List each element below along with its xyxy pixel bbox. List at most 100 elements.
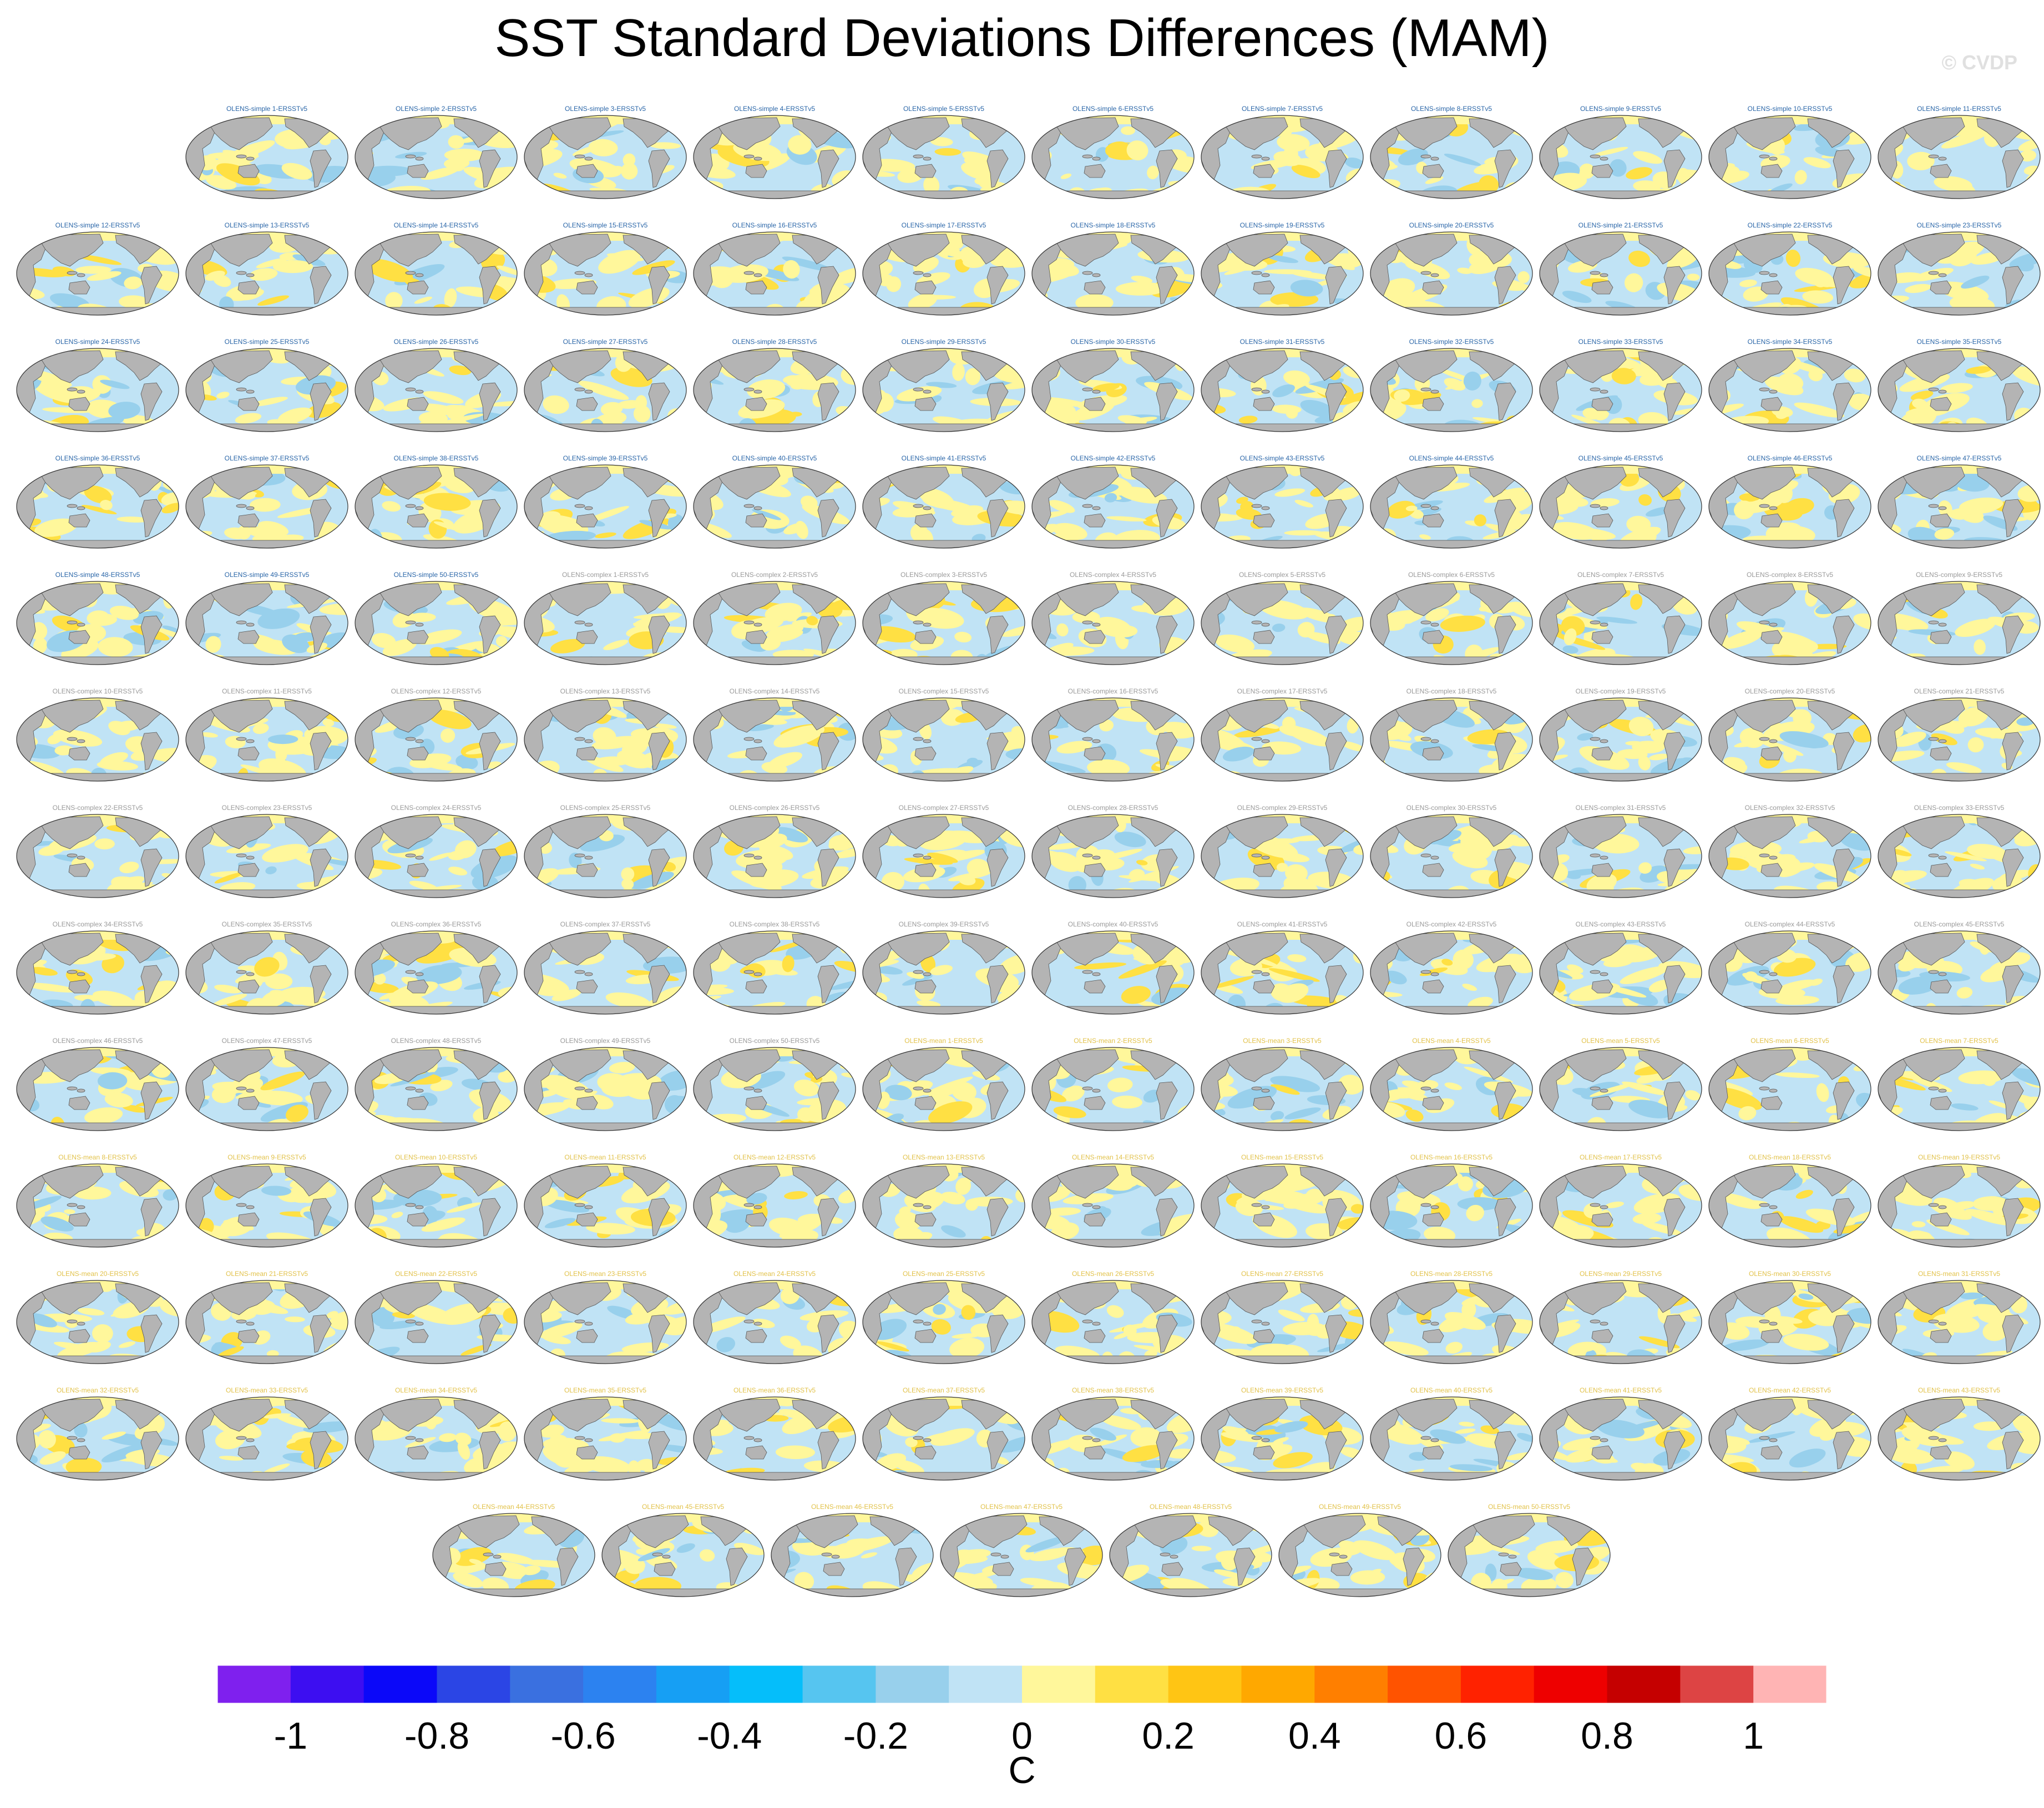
panel-title: OLENS-simple 5-ERSSTv5 [903, 105, 984, 113]
map-panel: OLENS-complex 24-ERSSTv5 [355, 804, 518, 898]
map-panel: OLENS-simple 5-ERSSTv5 [862, 105, 1025, 199]
map-panel: OLENS-simple 49-ERSSTv5 [185, 571, 348, 665]
map-panel: OLENS-complex 49-ERSSTv5 [524, 1037, 687, 1131]
map-panel: OLENS-mean 25-ERSSTv5 [862, 1270, 1025, 1364]
map-panel: OLENS-complex 10-ERSSTv5 [16, 687, 179, 782]
panel-title: OLENS-mean 1-ERSSTv5 [904, 1037, 983, 1045]
colorbar-box [1753, 1665, 1827, 1703]
map-panel: OLENS-mean 40-ERSSTv5 [1370, 1386, 1533, 1481]
map-panel: OLENS-complex 22-ERSSTv5 [16, 804, 179, 898]
panel-title: OLENS-simple 11-ERSSTv5 [1917, 105, 2001, 113]
map-panel: OLENS-complex 5-ERSSTv5 [1201, 571, 1364, 665]
map-panel: OLENS-complex 45-ERSSTv5 [1878, 920, 2041, 1015]
map-panel: OLENS-complex 40-ERSSTv5 [1031, 920, 1195, 1015]
panel-title: OLENS-complex 42-ERSSTv5 [1406, 920, 1497, 928]
map-panel: OLENS-mean 42-ERSSTv5 [1708, 1386, 1871, 1481]
panel-title: OLENS-simple 47-ERSSTv5 [1917, 454, 2002, 462]
map-panel: OLENS-simple 48-ERSSTv5 [16, 571, 179, 665]
panel-title: OLENS-mean 14-ERSSTv5 [1072, 1153, 1154, 1161]
chart-title: SST Standard Deviations Differences (MAM… [494, 8, 1550, 68]
map-panel: OLENS-simple 3-ERSSTv5 [524, 105, 687, 199]
map-panel: OLENS-mean 16-ERSSTv5 [1370, 1153, 1533, 1248]
panel-title: OLENS-complex 32-ERSSTv5 [1745, 804, 1835, 812]
map-panel: OLENS-mean 30-ERSSTv5 [1708, 1270, 1871, 1364]
panel-title: OLENS-mean 23-ERSSTv5 [564, 1270, 646, 1278]
panel-title: OLENS-simple 14-ERSSTv5 [394, 221, 479, 229]
panel-title: OLENS-complex 27-ERSSTv5 [899, 804, 989, 812]
panel-title: OLENS-simple 12-ERSSTv5 [55, 221, 140, 229]
map-panel: OLENS-simple 46-ERSSTv5 [1708, 454, 1871, 549]
map-panel: OLENS-mean 46-ERSSTv5 [771, 1503, 934, 1597]
map-panel: OLENS-simple 42-ERSSTv5 [1031, 454, 1195, 549]
map-panel: OLENS-simple 11-ERSSTv5 [1878, 105, 2041, 199]
panel-title: OLENS-simple 10-ERSSTv5 [1748, 105, 1833, 113]
map-panel: OLENS-simple 38-ERSSTv5 [355, 454, 518, 549]
panel-title: OLENS-simple 15-ERSSTv5 [563, 221, 648, 229]
panel-title: OLENS-mean 3-ERSSTv5 [1243, 1037, 1322, 1045]
panel-title: OLENS-complex 11-ERSSTv5 [222, 687, 312, 695]
map-panel: OLENS-complex 34-ERSSTv5 [16, 920, 179, 1015]
panel-title: OLENS-simple 46-ERSSTv5 [1748, 454, 1833, 462]
map-panel: OLENS-simple 50-ERSSTv5 [355, 571, 518, 665]
map-panel: OLENS-simple 24-ERSSTv5 [16, 338, 179, 432]
panel-title: OLENS-mean 24-ERSSTv5 [733, 1270, 816, 1278]
panel-title: OLENS-mean 36-ERSSTv5 [733, 1386, 816, 1394]
colorbar-box [510, 1665, 584, 1703]
map-panel: OLENS-simple 12-ERSSTv5 [16, 221, 179, 316]
colorbar-box [363, 1665, 437, 1703]
panel-title: OLENS-complex 21-ERSSTv5 [1914, 687, 2005, 695]
panel-title: OLENS-mean 8-ERSSTv5 [58, 1153, 137, 1161]
panel-title: OLENS-mean 33-ERSSTv5 [226, 1386, 308, 1394]
panel-title: OLENS-mean 46-ERSSTv5 [811, 1503, 893, 1511]
map-panel: OLENS-simple 27-ERSSTv5 [524, 338, 687, 432]
colorbar-box [1460, 1665, 1535, 1703]
panel-title: OLENS-mean 40-ERSSTv5 [1410, 1386, 1492, 1394]
map-panel: OLENS-mean 23-ERSSTv5 [524, 1270, 687, 1364]
colorbar-tick-label: -0.4 [697, 1715, 762, 1757]
map-panel: OLENS-complex 44-ERSSTv5 [1708, 920, 1871, 1015]
panel-title: OLENS-complex 25-ERSSTv5 [560, 804, 651, 812]
panel-title: OLENS-mean 15-ERSSTv5 [1241, 1153, 1323, 1161]
panel-title: OLENS-mean 20-ERSSTv5 [57, 1270, 139, 1278]
map-panel: OLENS-mean 36-ERSSTv5 [693, 1386, 856, 1481]
map-panel: OLENS-complex 8-ERSSTv5 [1708, 571, 1871, 665]
map-panel: OLENS-complex 26-ERSSTv5 [693, 804, 856, 898]
map-panel: OLENS-complex 3-ERSSTv5 [862, 571, 1025, 665]
colorbar-box [656, 1665, 730, 1703]
panel-title: OLENS-mean 13-ERSSTv5 [903, 1153, 985, 1161]
map-panel: OLENS-complex 19-ERSSTv5 [1539, 687, 1702, 782]
panel-title: OLENS-complex 41-ERSSTv5 [1237, 920, 1328, 928]
panel-title: OLENS-mean 26-ERSSTv5 [1072, 1270, 1154, 1278]
panel-title: OLENS-mean 48-ERSSTv5 [1150, 1503, 1232, 1511]
map-panel: OLENS-mean 48-ERSSTv5 [1109, 1503, 1272, 1597]
colorbar-box [1022, 1665, 1096, 1703]
panel-title: OLENS-mean 4-ERSSTv5 [1412, 1037, 1491, 1045]
panel-title: OLENS-simple 20-ERSSTv5 [1409, 221, 1494, 229]
map-panel: OLENS-mean 5-ERSSTv5 [1539, 1037, 1702, 1131]
map-panel: OLENS-simple 21-ERSSTv5 [1539, 221, 1702, 316]
panel-title: OLENS-simple 28-ERSSTv5 [732, 338, 817, 346]
panel-title: OLENS-complex 15-ERSSTv5 [899, 687, 989, 695]
map-panel: OLENS-mean 35-ERSSTv5 [524, 1386, 687, 1481]
colorbar-tick-label: -0.2 [843, 1715, 908, 1757]
map-panel: OLENS-complex 42-ERSSTv5 [1370, 920, 1533, 1015]
map-panel: OLENS-mean 2-ERSSTv5 [1031, 1037, 1195, 1131]
map-panel: OLENS-simple 7-ERSSTv5 [1201, 105, 1364, 199]
panel-title: OLENS-mean 49-ERSSTv5 [1319, 1503, 1401, 1511]
map-panel: OLENS-complex 46-ERSSTv5 [16, 1037, 179, 1131]
map-panel: OLENS-complex 35-ERSSTv5 [185, 920, 348, 1015]
panel-title: OLENS-mean 5-ERSSTv5 [1581, 1037, 1660, 1045]
panel-title: OLENS-complex 6-ERSSTv5 [1408, 571, 1495, 579]
panel-title: OLENS-complex 48-ERSSTv5 [391, 1037, 482, 1045]
panel-title: OLENS-complex 49-ERSSTv5 [560, 1037, 651, 1045]
map-panel: OLENS-mean 18-ERSSTv5 [1708, 1153, 1871, 1248]
panel-title: OLENS-mean 16-ERSSTv5 [1410, 1153, 1492, 1161]
panel-title: OLENS-complex 1-ERSSTv5 [562, 571, 649, 579]
panel-title: OLENS-simple 42-ERSSTv5 [1071, 454, 1156, 462]
map-panel: OLENS-simple 17-ERSSTv5 [862, 221, 1025, 316]
colorbar-box [949, 1665, 1023, 1703]
panel-title: OLENS-mean 28-ERSSTv5 [1410, 1270, 1492, 1278]
panel-title: OLENS-complex 44-ERSSTv5 [1745, 920, 1835, 928]
map-panel: OLENS-simple 36-ERSSTv5 [16, 454, 179, 549]
map-panel: OLENS-complex 1-ERSSTv5 [524, 571, 687, 665]
